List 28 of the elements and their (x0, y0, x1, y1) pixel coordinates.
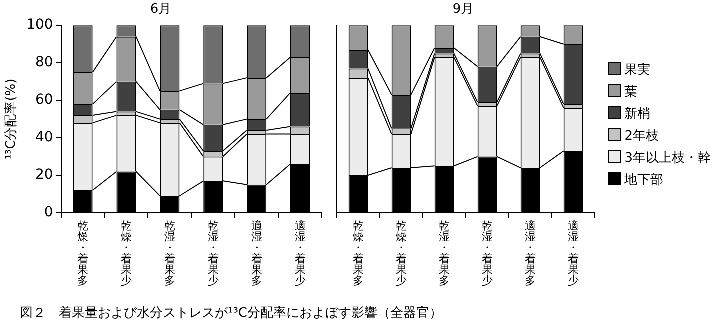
chart-title: 9月 (452, 2, 474, 18)
x-tick-label: 乾湿・着果少 (482, 219, 493, 288)
y-tick-label: 60 (35, 92, 54, 108)
x-tick-label: 適湿・着果少 (294, 219, 306, 288)
legend-label: 地下部 (624, 173, 664, 188)
x-tick-label: 適湿・着果少 (568, 219, 579, 288)
legend-label: 果実 (624, 63, 651, 78)
legend-label: 3年以上枝・幹 (624, 151, 711, 166)
y-tick-label: 20 (35, 167, 54, 184)
x-tick-label: 乾燥・着果多 (78, 219, 89, 288)
x-tick-label: 乾燥・着果少 (120, 219, 132, 288)
legend-label: 新梢 (624, 107, 651, 122)
y-tick-label: 0 (44, 204, 54, 221)
x-tick-label: 乾湿・着果少 (208, 219, 219, 288)
chart-title: 6月 (150, 2, 172, 18)
x-tick-label: 乾湿・着果多 (164, 219, 176, 288)
y-axis-title: ¹³C分配率(%) (3, 78, 20, 160)
y-tick-label: 40 (35, 130, 54, 146)
y-tick-label: 80 (35, 54, 54, 71)
legend-label: 葉 (624, 85, 638, 100)
legend-label: 2年枝 (624, 129, 659, 144)
x-tick-label: 乾燥・着果多 (353, 219, 364, 288)
x-tick-label: 乾湿・着果多 (439, 219, 450, 288)
x-tick-label: 適湿・着果多 (525, 219, 536, 288)
y-tick-label: 100 (26, 17, 54, 34)
caption: 図２ 着果量および水分ストレスが¹³C分配率におよぼす影響（全器官） (20, 305, 442, 322)
x-tick-label: 乾燥・着果少 (396, 219, 407, 288)
x-tick-label: 適湿・着果多 (251, 219, 262, 288)
